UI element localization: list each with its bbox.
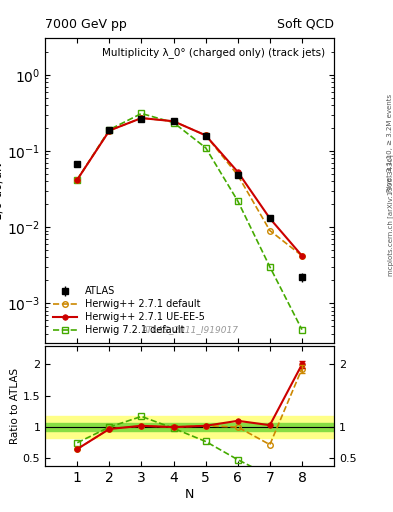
Herwig++ 2.7.1 UE-EE-5 bbox=[75, 177, 80, 183]
Herwig++ 2.7.1 UE-EE-5 bbox=[139, 115, 144, 121]
Y-axis label: Ratio to ATLAS: Ratio to ATLAS bbox=[10, 368, 20, 444]
Y-axis label: 1/σ dσ/dN: 1/σ dσ/dN bbox=[0, 162, 4, 220]
Herwig++ 2.7.1 UE-EE-5 bbox=[235, 169, 240, 175]
Line: Herwig++ 2.7.1 UE-EE-5: Herwig++ 2.7.1 UE-EE-5 bbox=[75, 115, 305, 259]
Herwig++ 2.7.1 default bbox=[235, 172, 240, 178]
Text: Rivet 3.1.10, ≥ 3.2M events: Rivet 3.1.10, ≥ 3.2M events bbox=[387, 94, 393, 193]
Line: Herwig 7.2.1 default: Herwig 7.2.1 default bbox=[75, 111, 305, 332]
X-axis label: N: N bbox=[185, 487, 194, 501]
Herwig 7.2.1 default bbox=[268, 264, 272, 270]
Text: Multiplicity λ_0° (charged only) (track jets): Multiplicity λ_0° (charged only) (track … bbox=[102, 48, 325, 58]
Herwig 7.2.1 default bbox=[203, 145, 208, 151]
Herwig++ 2.7.1 default bbox=[299, 253, 304, 259]
Herwig 7.2.1 default bbox=[171, 120, 176, 126]
Herwig++ 2.7.1 default bbox=[75, 177, 80, 183]
Text: 7000 GeV pp: 7000 GeV pp bbox=[45, 18, 127, 31]
Herwig++ 2.7.1 default bbox=[203, 132, 208, 138]
Herwig 7.2.1 default bbox=[235, 198, 240, 204]
Herwig++ 2.7.1 default bbox=[171, 118, 176, 124]
Herwig++ 2.7.1 UE-EE-5 bbox=[203, 132, 208, 138]
Herwig++ 2.7.1 UE-EE-5 bbox=[107, 127, 112, 134]
Bar bbox=[45, 423, 334, 432]
Text: Soft QCD: Soft QCD bbox=[277, 18, 334, 31]
Line: Herwig++ 2.7.1 default: Herwig++ 2.7.1 default bbox=[75, 115, 305, 259]
Herwig 7.2.1 default bbox=[299, 327, 304, 333]
Herwig++ 2.7.1 default bbox=[268, 227, 272, 233]
Text: mcplots.cern.ch [arXiv:1306.3436]: mcplots.cern.ch [arXiv:1306.3436] bbox=[387, 154, 393, 276]
Herwig++ 2.7.1 UE-EE-5 bbox=[299, 253, 304, 259]
Herwig 7.2.1 default bbox=[107, 126, 112, 133]
Herwig++ 2.7.1 UE-EE-5 bbox=[171, 118, 176, 124]
Herwig++ 2.7.1 UE-EE-5 bbox=[268, 216, 272, 222]
Bar bbox=[45, 416, 334, 438]
Legend: ATLAS, Herwig++ 2.7.1 default, Herwig++ 2.7.1 UE-EE-5, Herwig 7.2.1 default: ATLAS, Herwig++ 2.7.1 default, Herwig++ … bbox=[53, 286, 205, 335]
Herwig 7.2.1 default bbox=[139, 111, 144, 117]
Herwig++ 2.7.1 default bbox=[107, 127, 112, 134]
Herwig++ 2.7.1 default bbox=[139, 115, 144, 121]
Herwig 7.2.1 default bbox=[75, 177, 80, 183]
Text: ATLAS_2011_I919017: ATLAS_2011_I919017 bbox=[141, 325, 238, 334]
